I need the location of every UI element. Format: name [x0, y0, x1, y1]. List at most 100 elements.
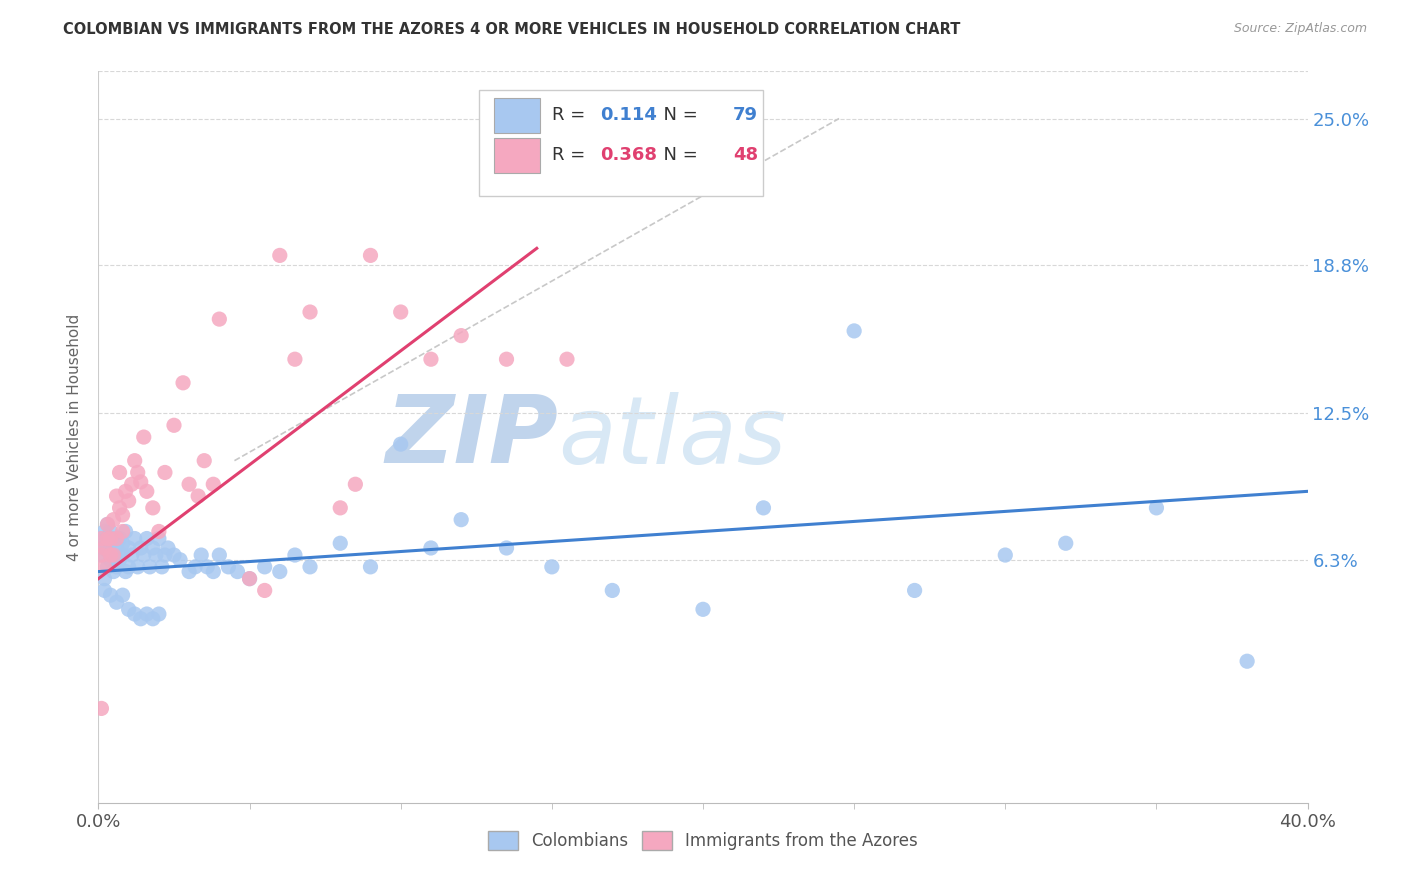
Point — [193, 453, 215, 467]
Point — [142, 500, 165, 515]
Point — [121, 477, 143, 491]
Point — [299, 305, 322, 319]
Point — [132, 430, 155, 444]
Point — [752, 500, 775, 515]
Point — [105, 559, 128, 574]
Point — [195, 559, 218, 574]
Point — [239, 572, 262, 586]
Point — [129, 475, 152, 489]
Point — [105, 489, 128, 503]
Point — [284, 548, 307, 562]
Point — [111, 588, 134, 602]
Point — [226, 565, 249, 579]
Text: 48: 48 — [734, 146, 758, 164]
Point — [105, 595, 128, 609]
Point — [118, 602, 141, 616]
Point — [145, 548, 167, 562]
Point — [96, 517, 118, 532]
Point — [202, 477, 225, 491]
Point — [100, 524, 122, 539]
Point — [96, 532, 118, 546]
Point — [118, 541, 141, 555]
Point — [179, 477, 201, 491]
Point — [172, 376, 194, 390]
Text: 0.114: 0.114 — [600, 106, 657, 124]
Point — [540, 559, 562, 574]
Point — [179, 565, 201, 579]
Point — [108, 553, 131, 567]
Point — [90, 532, 112, 546]
Point — [100, 553, 122, 567]
Point — [389, 305, 412, 319]
Point — [108, 500, 131, 515]
Point — [90, 548, 112, 562]
Text: N =: N = — [652, 146, 704, 164]
Point — [96, 541, 118, 555]
Point — [103, 548, 125, 562]
Point — [100, 548, 122, 562]
Point — [360, 559, 382, 574]
Text: R =: R = — [551, 106, 591, 124]
Point — [93, 541, 115, 555]
Point — [450, 328, 472, 343]
Point — [105, 532, 128, 546]
Point — [103, 532, 125, 546]
Point — [93, 524, 115, 539]
Point — [135, 607, 157, 621]
Point — [96, 559, 118, 574]
Point — [90, 548, 112, 562]
Point — [93, 572, 115, 586]
Point — [108, 466, 131, 480]
Point — [187, 489, 209, 503]
Point — [90, 701, 112, 715]
Legend: Colombians, Immigrants from the Azores: Colombians, Immigrants from the Azores — [481, 824, 925, 856]
Point — [344, 477, 367, 491]
Point — [1144, 500, 1167, 515]
Point — [93, 559, 115, 574]
Point — [208, 312, 231, 326]
Text: 0.368: 0.368 — [600, 146, 657, 164]
Point — [118, 559, 141, 574]
Point — [217, 559, 239, 574]
Point — [299, 559, 322, 574]
Point — [127, 466, 149, 480]
Text: COLOMBIAN VS IMMIGRANTS FROM THE AZORES 4 OR MORE VEHICLES IN HOUSEHOLD CORRELAT: COLOMBIAN VS IMMIGRANTS FROM THE AZORES … — [63, 22, 960, 37]
Point — [118, 493, 141, 508]
Point — [156, 541, 179, 555]
Point — [103, 548, 125, 562]
FancyBboxPatch shape — [494, 138, 540, 173]
Text: 79: 79 — [734, 106, 758, 124]
Point — [96, 517, 118, 532]
Point — [121, 548, 143, 562]
Point — [103, 513, 125, 527]
Point — [111, 548, 134, 562]
Point — [93, 583, 115, 598]
FancyBboxPatch shape — [479, 90, 763, 195]
Point — [148, 607, 170, 621]
Text: ZIP: ZIP — [385, 391, 558, 483]
Text: R =: R = — [551, 146, 591, 164]
Point — [129, 612, 152, 626]
Point — [169, 553, 191, 567]
Point — [153, 548, 176, 562]
Point — [96, 532, 118, 546]
Point — [284, 352, 307, 367]
Point — [111, 524, 134, 539]
Point — [142, 541, 165, 555]
Point — [202, 565, 225, 579]
Point — [269, 565, 291, 579]
Point — [139, 559, 162, 574]
Text: Source: ZipAtlas.com: Source: ZipAtlas.com — [1233, 22, 1367, 36]
Point — [994, 548, 1017, 562]
Point — [904, 583, 927, 598]
Point — [329, 536, 352, 550]
Point — [360, 248, 382, 262]
Point — [389, 437, 412, 451]
Point — [148, 532, 170, 546]
Point — [114, 524, 136, 539]
Point — [153, 466, 176, 480]
Point — [124, 453, 146, 467]
Point — [90, 532, 112, 546]
Point — [142, 612, 165, 626]
Point — [114, 484, 136, 499]
